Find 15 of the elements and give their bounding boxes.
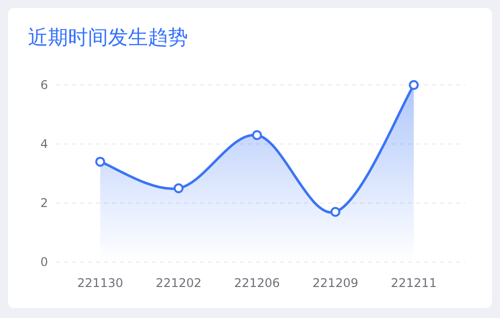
point	[174, 183, 184, 194]
y-tick-label: 4	[40, 137, 48, 151]
point	[252, 130, 262, 140]
x-tick-label: 221130	[77, 276, 124, 290]
y-tick-label: 0	[40, 255, 48, 269]
point	[408, 80, 419, 90]
y-tick-label: 2	[40, 196, 48, 210]
point	[95, 156, 106, 167]
y-tick-label: 6	[40, 78, 48, 92]
chart-title: 近期时间发生趋势	[28, 25, 188, 49]
point	[330, 206, 340, 217]
x-tick-label: 221202	[156, 276, 202, 290]
x-tick-label: 221209	[312, 276, 358, 290]
x-tick-label: 221206	[234, 276, 280, 290]
x-tick-label: 221211	[390, 276, 437, 290]
